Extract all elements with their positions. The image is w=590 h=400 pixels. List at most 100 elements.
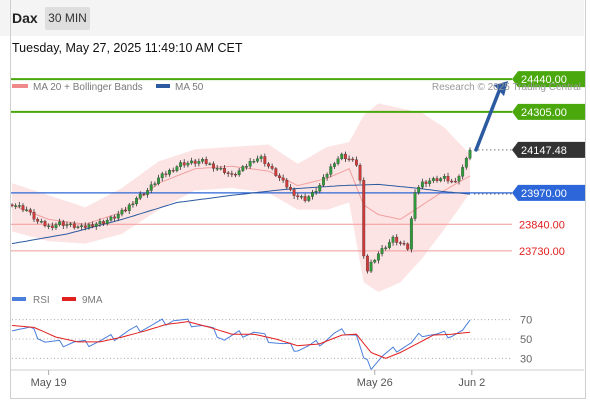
candle-body	[289, 187, 292, 190]
candle-body	[270, 166, 274, 169]
candle-body	[347, 158, 351, 161]
candle-body	[406, 243, 410, 250]
candle-body	[83, 225, 87, 228]
ma50-legend-label: MA 50	[175, 82, 204, 93]
candle-body	[102, 221, 106, 224]
candle-body	[278, 175, 281, 179]
rsi-panel: RSI 9MA 70 50 30	[11, 295, 532, 371]
candle-body	[340, 153, 344, 159]
candle-body	[281, 177, 285, 181]
candle-body	[39, 221, 43, 223]
candle-body	[413, 192, 417, 219]
candle-body	[237, 170, 241, 175]
candle-body	[160, 173, 164, 179]
bollinger-band-fill	[12, 103, 470, 293]
level-tags: 24440.00 24305.00 24147.48 23970.00 23840.00…	[512, 71, 586, 258]
candle-body	[428, 180, 432, 184]
rsi-legend-label: RSI	[33, 295, 50, 306]
bollinger-legend-swatch	[12, 84, 28, 88]
candle-body	[179, 162, 182, 167]
bollinger-legend-label: MA 20 + Bollinger Bands	[33, 82, 143, 93]
candle-body	[442, 176, 446, 179]
candle-body	[127, 204, 131, 211]
candle-body	[300, 196, 303, 198]
candle-body	[204, 159, 208, 165]
candle-body	[248, 161, 252, 167]
candle-body	[69, 223, 73, 225]
instrument-name: Dax	[12, 10, 38, 26]
candle-body	[190, 160, 193, 164]
moving-averages	[11, 183, 471, 245]
candle-body	[105, 220, 109, 224]
x-axis-label-0: May 19	[31, 377, 67, 389]
candle-body	[351, 158, 355, 161]
level-tag-label-1: 24305.00	[521, 107, 567, 119]
candle-body	[409, 218, 413, 250]
candle-body	[307, 196, 311, 201]
candle-body	[186, 162, 190, 166]
level-tag-2	[512, 141, 586, 158]
candle-body	[80, 225, 84, 227]
candle-body	[32, 211, 36, 220]
support-label-5: 23730.00	[519, 246, 565, 258]
x-axis: May 19 May 26 Jun 2	[31, 370, 485, 389]
candle-body	[376, 253, 380, 261]
candle-body	[201, 159, 204, 162]
level-tag-label-2: 24147.48	[521, 145, 567, 157]
candle-body	[369, 261, 373, 272]
candle-body	[464, 158, 468, 168]
candle-body	[296, 195, 300, 198]
candle-body	[318, 185, 322, 192]
candle-body	[28, 209, 32, 213]
timeframe-button[interactable]: 30 MIN	[45, 7, 90, 30]
candle-body	[142, 193, 146, 196]
candle-body	[398, 242, 402, 244]
candle-body	[91, 224, 95, 227]
candle-body	[50, 225, 54, 228]
candle-body	[43, 221, 47, 227]
candle-body	[336, 158, 340, 164]
candle-body	[245, 166, 248, 168]
candle-body	[14, 205, 18, 207]
candle-body	[395, 236, 399, 243]
candle-body	[354, 159, 358, 166]
candle-body	[450, 180, 454, 183]
candle-body	[292, 189, 296, 196]
support-label-4: 23840.00	[519, 219, 565, 231]
candle-body	[285, 180, 289, 188]
candle-body	[168, 170, 171, 175]
candle-body	[25, 209, 29, 211]
candle-body	[124, 209, 128, 212]
copyright-label: Research © 2025 Trading Central	[432, 82, 581, 93]
candle-body	[431, 178, 435, 181]
ma9-line	[11, 321, 471, 359]
candle-body	[267, 163, 270, 167]
candle-body	[439, 178, 443, 182]
candle-body	[453, 180, 457, 183]
candle-body	[252, 161, 256, 163]
candle-body	[212, 163, 215, 169]
candle-body	[322, 177, 325, 186]
candle-body	[391, 236, 395, 243]
level-tag-0	[512, 71, 586, 88]
candle-body	[274, 168, 278, 176]
candle-body	[446, 176, 450, 182]
candle-body	[259, 156, 263, 159]
candle-body	[208, 163, 212, 165]
rsi-level-label-0: 70	[520, 315, 532, 327]
candle-body	[358, 164, 362, 181]
candle-body	[435, 178, 439, 182]
chart-datetime: Tuesday, May 27, 2025 11:49:10 AM CET	[12, 41, 243, 55]
candle-body	[380, 248, 384, 254]
candle-body	[153, 183, 157, 185]
candle-body	[373, 260, 377, 263]
candle-body	[256, 158, 259, 162]
candle-body	[234, 174, 237, 176]
candle-body	[325, 174, 329, 178]
ma9-legend-label: 9MA	[82, 295, 103, 306]
candle-body	[332, 163, 336, 167]
x-axis-label-2: Jun 2	[458, 377, 485, 389]
candle-body	[343, 153, 347, 160]
candle-body	[87, 224, 91, 228]
rsi-level-label-2: 30	[520, 353, 532, 365]
